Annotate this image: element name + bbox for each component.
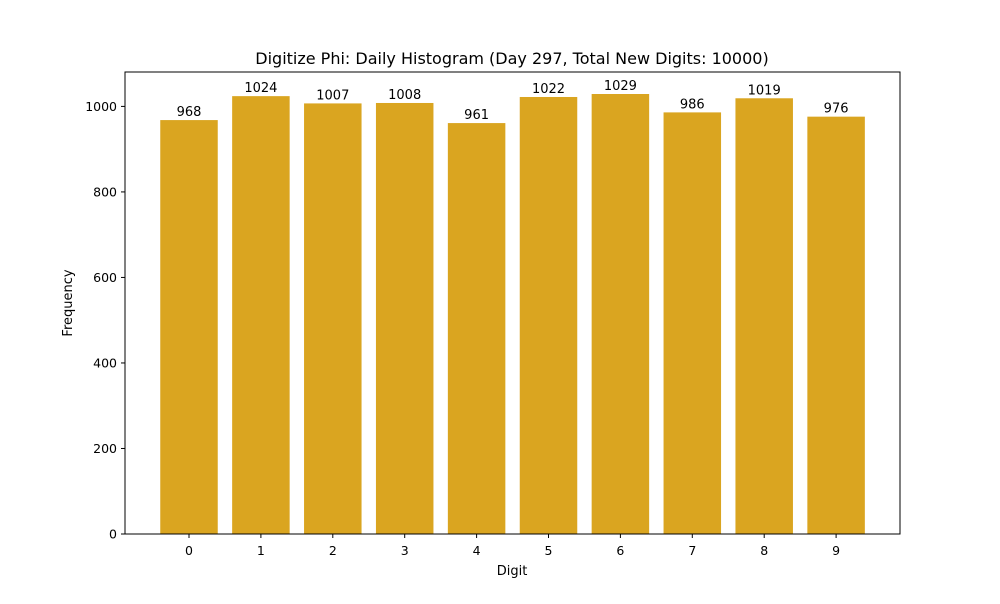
bars-layer bbox=[160, 94, 865, 535]
x-tick-label: 0 bbox=[185, 543, 193, 558]
data-label: 968 bbox=[177, 105, 202, 120]
x-tick-label: 1 bbox=[257, 543, 265, 558]
bar-digit-0 bbox=[160, 120, 218, 534]
bar-digit-1 bbox=[232, 96, 290, 534]
y-tick-label: 1000 bbox=[85, 99, 117, 114]
data-label: 976 bbox=[824, 102, 849, 117]
y-tick-label: 200 bbox=[93, 441, 117, 456]
data-label: 1019 bbox=[748, 83, 781, 98]
x-axis-label: Digit bbox=[497, 564, 528, 579]
bar-digit-8 bbox=[735, 98, 793, 534]
chart-title: Digitize Phi: Daily Histogram (Day 297, … bbox=[255, 49, 768, 68]
data-label: 1022 bbox=[532, 82, 565, 97]
x-tick-label: 3 bbox=[401, 543, 409, 558]
bar-digit-9 bbox=[807, 116, 865, 534]
bar-digit-3 bbox=[375, 102, 434, 534]
data-label: 1007 bbox=[316, 88, 349, 103]
x-axis: 0 1 2 3 4 5 6 7 8 9 bbox=[185, 534, 840, 558]
y-tick-label: 600 bbox=[93, 270, 117, 285]
data-label: 1029 bbox=[604, 79, 637, 94]
data-label: 1008 bbox=[388, 88, 421, 103]
plot-area-frame bbox=[124, 71, 901, 535]
data-label: 1024 bbox=[244, 81, 277, 96]
x-tick-label: 9 bbox=[832, 543, 840, 558]
x-tick-label: 8 bbox=[760, 543, 768, 558]
y-axis-label: Frequency bbox=[61, 269, 76, 336]
y-tick-label: 800 bbox=[93, 184, 117, 199]
y-axis: 0 200 400 600 800 1000 bbox=[85, 99, 125, 542]
x-tick-label: 4 bbox=[473, 543, 481, 558]
data-label: 986 bbox=[680, 97, 705, 112]
bar-digit-5 bbox=[519, 96, 578, 535]
data-label: 961 bbox=[464, 108, 489, 123]
bar-digit-6 bbox=[591, 94, 650, 534]
x-tick-label: 6 bbox=[616, 543, 624, 558]
x-tick-label: 7 bbox=[688, 543, 696, 558]
y-tick-label: 0 bbox=[109, 527, 117, 542]
bar-digit-7 bbox=[663, 112, 722, 534]
x-tick-label: 5 bbox=[545, 543, 553, 558]
bar-digit-2 bbox=[304, 103, 362, 534]
bar-digit-4 bbox=[447, 123, 506, 534]
x-tick-label: 2 bbox=[329, 543, 337, 558]
y-tick-label: 400 bbox=[93, 355, 117, 370]
data-labels-layer: 968 1024 1007 1008 961 1022 1029 986 1019 976 bbox=[177, 79, 849, 123]
